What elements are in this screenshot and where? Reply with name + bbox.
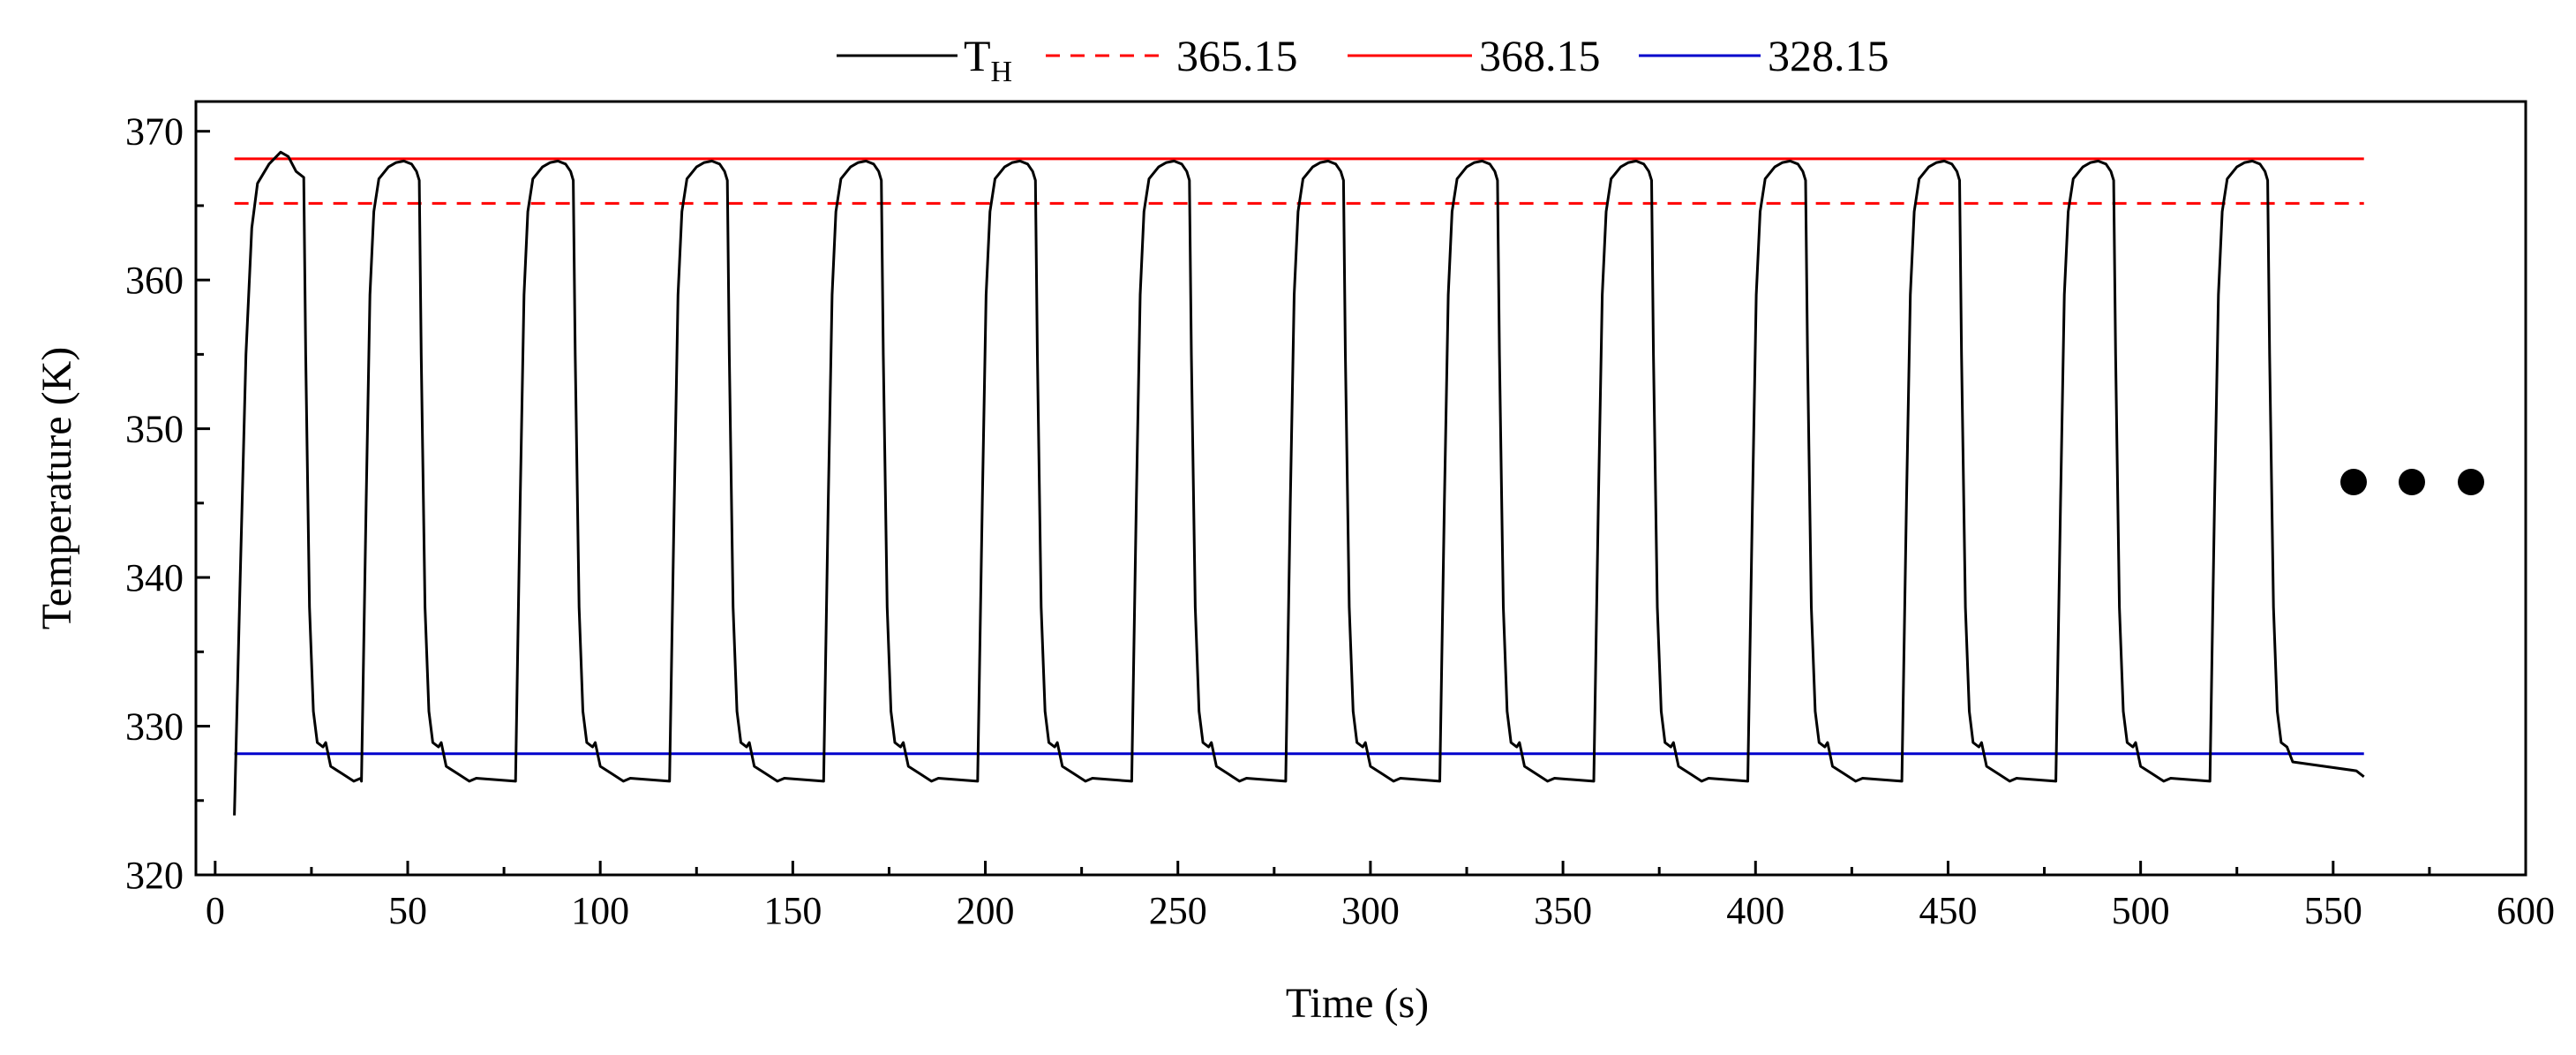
x-axis: 0 50 100 150 200 250 300 350 400 450 500 550 600 [206, 861, 2555, 932]
y-tick-label: 370 [125, 110, 184, 154]
legend-label-th: TH [964, 31, 1012, 88]
x-tick-label: 300 [1341, 889, 1400, 932]
x-axis-title: Time (s) [1286, 980, 1429, 1027]
continuation-dot [2458, 469, 2484, 495]
y-axis-title: Temperature (K) [34, 347, 80, 629]
x-tick-label: 500 [2112, 889, 2170, 932]
x-tick-label: 250 [1149, 889, 1207, 932]
plot-frame [194, 100, 2527, 877]
y-axis: 320 330 340 350 360 370 [125, 110, 210, 897]
y-tick-label: 320 [125, 854, 184, 897]
x-tick-label: 100 [571, 889, 629, 932]
series-th-line [233, 150, 2365, 816]
y-tick-label: 350 [125, 408, 184, 451]
y-tick-label: 340 [125, 556, 184, 599]
x-tick-label: 50 [388, 889, 427, 932]
y-tick-label: 360 [125, 259, 184, 302]
legend-label-365: 365.15 [1176, 31, 1298, 80]
x-tick-label: 600 [2497, 889, 2555, 932]
x-tick-label: 150 [763, 889, 822, 932]
x-tick-label: 400 [1726, 889, 1784, 932]
legend-label-368: 368.15 [1479, 31, 1601, 80]
continuation-dots [2340, 469, 2484, 495]
x-tick-label: 350 [1534, 889, 1592, 932]
x-tick-label: 450 [1919, 889, 1977, 932]
x-tick-label: 550 [2304, 889, 2362, 932]
legend-label-328: 328.15 [1768, 31, 1889, 80]
series-group [233, 150, 2365, 816]
continuation-dot [2340, 469, 2367, 495]
y-tick-label: 330 [125, 705, 184, 749]
x-tick-label: 200 [957, 889, 1015, 932]
legend: TH 365.15 368.15 328.15 [837, 31, 1889, 88]
continuation-dot [2399, 469, 2425, 495]
x-tick-label: 0 [206, 889, 225, 932]
